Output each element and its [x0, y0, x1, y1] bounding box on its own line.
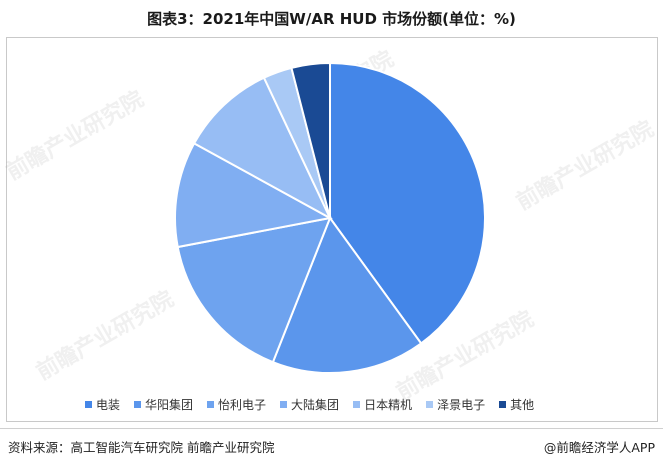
- legend-swatch: [85, 400, 92, 408]
- legend-item: 大陆集团: [280, 396, 339, 413]
- footer-divider: [0, 428, 663, 429]
- legend-label: 泽景电子: [437, 397, 486, 412]
- legend-item: 其他: [499, 396, 534, 413]
- legend-item: 泽景电子: [426, 396, 485, 413]
- pie-slice-3: [176, 216, 332, 364]
- pie-slice-2: [271, 215, 423, 375]
- legend-label: 日本精机: [364, 397, 413, 412]
- pie-slice-1: [329, 61, 486, 345]
- legend-item: 怡利电子: [207, 396, 266, 413]
- legend-item: 华阳集团: [134, 396, 193, 413]
- legend-swatch: [134, 400, 142, 408]
- pie-slice-5: [192, 76, 333, 221]
- pie-slice-7: [290, 61, 331, 219]
- legend-label: 电装: [96, 397, 121, 412]
- legend-label: 大陆集团: [291, 397, 340, 412]
- source-note: 资料来源：高工智能汽车研究院 前瞻产业研究院: [8, 440, 275, 455]
- pie-slice-4: [174, 141, 333, 249]
- chart-legend: 电装 华阳集团 怡利电子 大陆集团 日本精机 泽景电子 其他: [85, 394, 605, 414]
- chart-panel: 前瞻产业研究院 前瞻产业研究院 前瞻产业研究院 前瞻产业研究院 前瞻产业研究院 …: [2, 37, 658, 422]
- pie-chart: [174, 61, 486, 375]
- legend-item: 日本精机: [353, 396, 412, 413]
- chart-title: 图表3：2021年中国W/AR HUD 市场份额(单位：%): [147, 10, 516, 28]
- credit-note: @前瞻经济学人APP: [543, 440, 655, 455]
- legend-swatch: [353, 400, 361, 408]
- legend-label: 华阳集团: [145, 397, 194, 412]
- legend-swatch: [499, 400, 507, 408]
- legend-swatch: [280, 400, 288, 408]
- legend-label: 其他: [510, 397, 535, 412]
- legend-label: 怡利电子: [218, 397, 267, 412]
- legend-item: 电装: [85, 396, 120, 413]
- legend-swatch: [426, 400, 434, 408]
- legend-swatch: [207, 400, 215, 408]
